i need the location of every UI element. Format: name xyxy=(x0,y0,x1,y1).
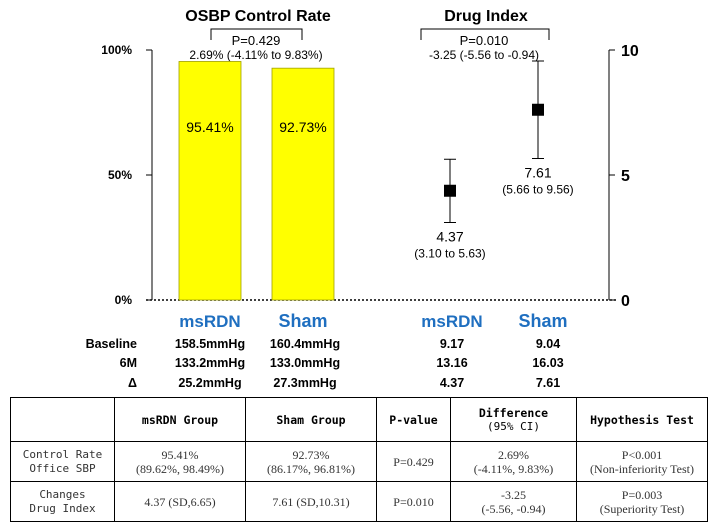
table-header-row: msRDN Group Sham Group P-value Differenc… xyxy=(10,397,708,442)
right-y-tick-label: 5 xyxy=(621,168,630,185)
stats-value: 27.3mmHg xyxy=(273,376,336,390)
table-row: Changes Drug Index 4.37 (SD,6.65) 7.61 (S… xyxy=(10,481,708,522)
cell-sham-control-rate: 92.73% (86.17%, 96.81%) xyxy=(245,441,377,482)
left-comparison-bracket xyxy=(210,28,303,40)
header-difference-sub: (95% CI) xyxy=(487,419,540,433)
left-y-tick-label: 50% xyxy=(108,168,132,182)
stats-value: 133.0mmHg xyxy=(270,356,340,370)
right-category-label-sham: Sham xyxy=(518,311,567,331)
left-y-tick-label: 100% xyxy=(101,43,132,57)
bar-value-label: 92.73% xyxy=(279,119,326,135)
header-difference: Difference (95% CI) xyxy=(450,397,577,442)
point-value-label: 4.37 xyxy=(436,229,463,245)
cell-p-drug-index: P=0.010 xyxy=(376,481,451,522)
point-sham xyxy=(532,103,544,116)
stats-value: 25.2mmHg xyxy=(178,376,241,390)
stats-value: 13.16 xyxy=(436,356,467,370)
cell-p-control-rate: P=0.429 xyxy=(376,441,451,482)
stats-row-label: 6M xyxy=(120,356,137,370)
stats-value: 9.17 xyxy=(440,337,464,351)
right-y-tick-label: 0 xyxy=(621,293,630,310)
header-msrdn-group: msRDN Group xyxy=(114,397,246,442)
chart-area: OSBP Control Rate P=0.429 2.69% (-4.11% … xyxy=(86,8,639,390)
bar-msrdn xyxy=(178,61,242,301)
table-row: Control Rate Office SBP 95.41% (89.62%, 98… xyxy=(10,441,708,482)
point-ci-label: (3.10 to 5.63) xyxy=(414,247,485,261)
point-value-label: 7.61 xyxy=(524,165,551,181)
cell-msrdn-control-rate: 95.41% (89.62%, 98.49%) xyxy=(114,441,246,482)
stats-value: 160.4mmHg xyxy=(270,337,340,351)
cell-sham-drug-index: 7.61 (SD,10.31) xyxy=(245,481,377,522)
point-msrdn xyxy=(444,184,456,197)
row-label-drug-index: Changes Drug Index xyxy=(10,481,115,522)
stats-value: 9.04 xyxy=(536,337,560,351)
left-chart-title: OSBP Control Rate xyxy=(185,8,331,25)
right-chart-title: Drug Index xyxy=(444,8,528,25)
bar-value-label: 95.41% xyxy=(186,119,233,135)
cell-diff-drug-index: -3.25 (-5.56, -0.94) xyxy=(450,481,577,522)
right-comparison-bracket xyxy=(420,28,550,40)
point-ci-label: (5.66 to 9.56) xyxy=(502,183,573,197)
stats-row-label: Δ xyxy=(128,376,137,390)
stats-row-label: Baseline xyxy=(86,337,137,351)
left-difference: 2.69% (-4.11% to 9.83%) xyxy=(189,48,322,62)
right-category-label-msrdn: msRDN xyxy=(421,312,482,331)
header-sham-group: Sham Group xyxy=(245,397,377,442)
left-category-label-msrdn: msRDN xyxy=(179,312,240,331)
cell-diff-control-rate: 2.69% (-4.11%, 9.83%) xyxy=(450,441,577,482)
right-p-value: P=0.010 xyxy=(460,33,509,48)
bar-sham xyxy=(271,67,335,301)
row-label-control-rate: Control Rate Office SBP xyxy=(10,441,115,482)
stats-value: 133.2mmHg xyxy=(175,356,245,370)
right-difference: -3.25 (-5.56 to -0.94) xyxy=(429,48,539,62)
right-y-tick-label: 10 xyxy=(621,43,639,60)
stats-value: 4.37 xyxy=(440,376,464,390)
left-p-value: P=0.429 xyxy=(232,33,281,48)
cell-msrdn-drug-index: 4.37 (SD,6.65) xyxy=(114,481,246,522)
stats-value: 158.5mmHg xyxy=(175,337,245,351)
left-y-tick-label: 0% xyxy=(115,293,133,307)
header-hypothesis-test: Hypothesis Test xyxy=(576,397,708,442)
left-category-label-sham: Sham xyxy=(278,311,327,331)
results-table: msRDN Group Sham Group P-value Differenc… xyxy=(10,397,708,522)
cell-test-control-rate: P<0.001 (Non-inferiority Test) xyxy=(576,441,708,482)
header-p-value: P-value xyxy=(376,397,451,442)
table-corner-cell xyxy=(10,397,115,442)
stats-value: 7.61 xyxy=(536,376,560,390)
header-difference-label: Difference xyxy=(478,405,549,420)
stats-value: 16.03 xyxy=(532,356,563,370)
cell-test-drug-index: P=0.003 (Superiority Test) xyxy=(576,481,708,522)
